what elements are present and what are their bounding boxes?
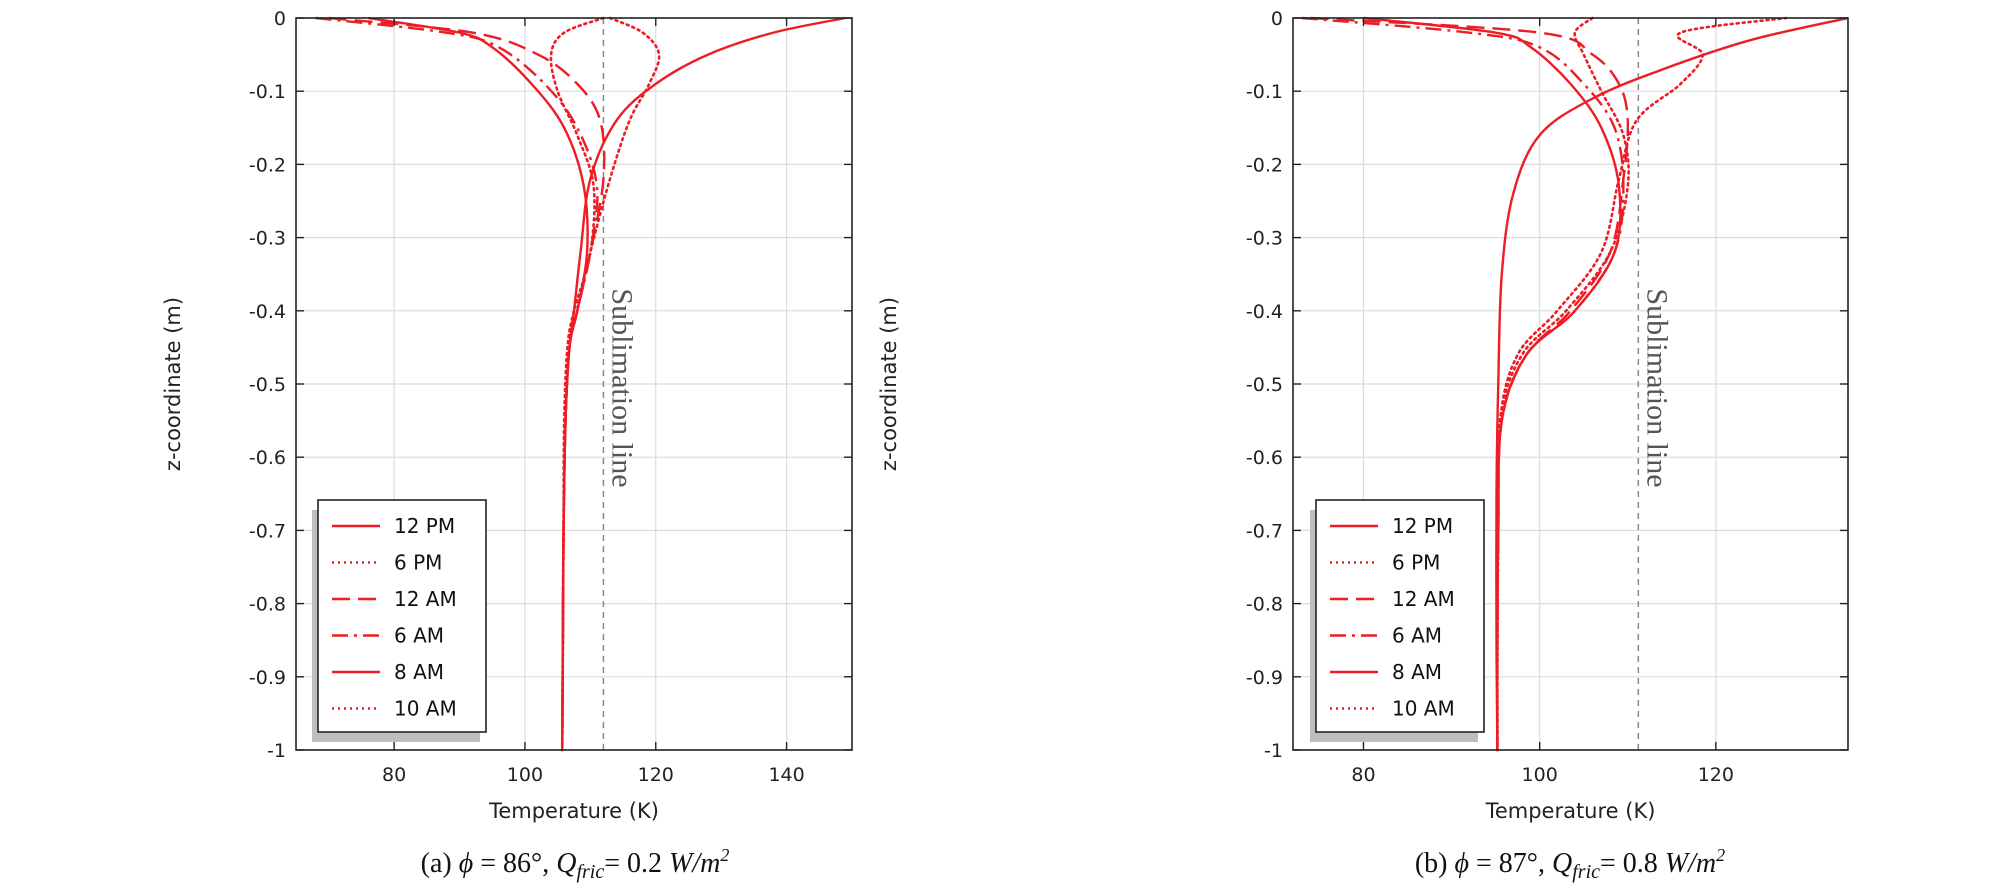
series-line-6-pm [1496, 16, 1788, 752]
legend-entry-label: 12 PM [1392, 514, 1453, 538]
chart-panel-a: Sublimation line 0 -0.1 -0.2 -0.3 -0.4 -0.5 -0.… [161, 8, 853, 883]
caption-q: Q [1552, 848, 1572, 879]
legend-entry-label: 10 AM [1392, 697, 1455, 721]
legend: 12 PM 6 PM 12 AM 6 AM 8 AM 10 AM [312, 499, 487, 742]
caption-unit: W/m [1665, 848, 1716, 879]
y-tick-label: -0.7 [249, 520, 286, 542]
y-tick-label: -0.5 [1246, 374, 1283, 396]
figure-caption: (b) ϕ = 87°, Qfric= 0.8 W/m2 [1415, 845, 1725, 883]
x-tick-label: 80 [382, 764, 406, 786]
y-axis-label: z-coordinate (m) [877, 297, 901, 471]
caption-unit-sup: 2 [720, 845, 729, 865]
y-tick-label: -0.1 [1246, 81, 1283, 103]
legend-box [1315, 499, 1485, 733]
x-axis-label: Temperature (K) [488, 799, 659, 823]
x-tick-label: 120 [1698, 764, 1734, 786]
y-tick-label: 0 [1271, 8, 1283, 30]
series-line-10-am [1496, 16, 1630, 752]
y-tick-label: -0.5 [249, 374, 286, 396]
sublimation-line-label: Sublimation line [606, 288, 639, 487]
legend-entry-label: 8 AM [394, 660, 444, 684]
figure-caption: (a) ϕ = 86°, Qfric= 0.2 W/m2 [421, 845, 730, 883]
caption-unit: W/m [669, 848, 720, 879]
caption-q-sub: fric [1572, 861, 1600, 883]
y-tick-label: -0.2 [1246, 154, 1283, 176]
y-tick-label: -0.9 [249, 667, 286, 689]
caption-phi-value: = 86°, [473, 848, 556, 879]
legend: 12 PM 6 PM 12 AM 6 AM 8 AM 10 AM [1310, 499, 1485, 742]
series-line-10-am [549, 16, 605, 752]
caption-phi: ϕ [1455, 848, 1470, 879]
caption-q-value: = 0.8 [1600, 848, 1665, 879]
x-tick-label: 100 [507, 764, 543, 786]
x-axis-label: Temperature (K) [1485, 799, 1656, 823]
caption-q-sub: fric [576, 861, 604, 883]
x-tick-label: 100 [1522, 764, 1558, 786]
y-tick-label: 0 [274, 8, 286, 30]
y-tick-label: -0.7 [1246, 520, 1283, 542]
series-line-12-pm [1495, 16, 1848, 751]
caption-phi: ϕ [459, 848, 474, 879]
x-tick-label: 80 [1351, 764, 1375, 786]
legend-entry-label: 12 AM [394, 587, 457, 611]
y-tick-label: -1 [267, 740, 286, 762]
legend-entry-label: 6 PM [394, 551, 442, 575]
caption-q-value: = 0.2 [604, 848, 669, 879]
legend-entry-label: 6 AM [1392, 624, 1442, 648]
y-tick-label: -0.2 [249, 154, 286, 176]
legend-box [317, 499, 487, 733]
legend-entry-label: 10 AM [394, 697, 457, 721]
series-line-6-am [315, 16, 599, 751]
y-tick-label: -0.8 [249, 594, 286, 616]
y-tick-label: -0.4 [249, 301, 286, 323]
sublimation-line-label: Sublimation line [1640, 288, 1673, 487]
caption-phi-value: = 87°, [1469, 848, 1552, 879]
x-tick-label: 120 [638, 764, 674, 786]
y-tick-label: -0.6 [1246, 447, 1283, 469]
legend-entry-label: 6 PM [1392, 551, 1440, 575]
y-tick-label: -0.4 [1246, 301, 1283, 323]
y-tick-label: -0.8 [1246, 594, 1283, 616]
caption-prefix: (a) [421, 848, 459, 879]
y-tick-label: -0.1 [249, 81, 286, 103]
caption-unit-sup: 2 [1716, 845, 1725, 865]
legend-entry-label: 6 AM [394, 624, 444, 648]
caption-prefix: (b) [1415, 848, 1455, 879]
legend-entry-label: 8 AM [1392, 660, 1442, 684]
y-tick-label: -0.9 [1246, 667, 1283, 689]
y-tick-label: -0.6 [249, 447, 286, 469]
caption-q: Q [556, 848, 576, 879]
y-tick-label: -0.3 [249, 228, 286, 250]
x-tick-label: 140 [768, 764, 804, 786]
y-axis-label: z-coordinate (m) [161, 297, 185, 471]
y-tick-label: -1 [1264, 740, 1283, 762]
legend-entry-label: 12 AM [1392, 587, 1455, 611]
chart-panel-b: Sublimation line 0 -0.1 -0.2 -0.3 -0.4 -0.5 -0.… [877, 8, 1849, 883]
legend-entry-label: 12 PM [394, 514, 455, 538]
y-tick-label: -0.3 [1246, 228, 1283, 250]
